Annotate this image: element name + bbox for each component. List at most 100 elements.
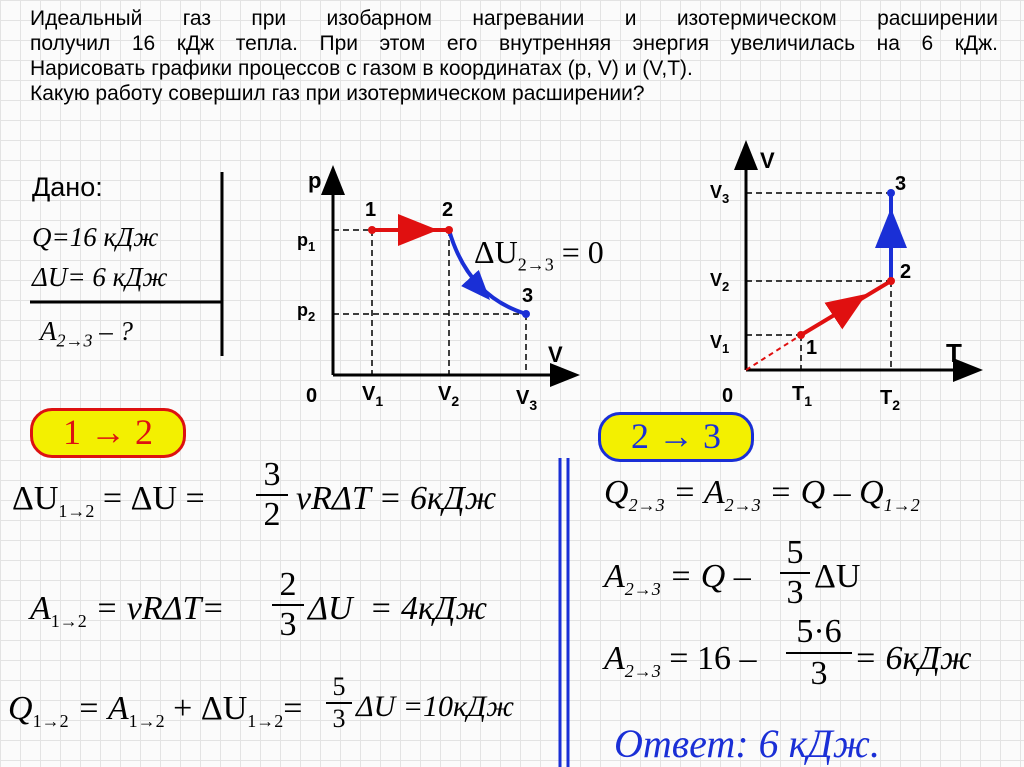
eq-a23v-rhs: = 6кДж: [854, 640, 972, 677]
eq-du12-lhs: ΔU: [12, 480, 59, 517]
pv-p1-label: p1: [297, 230, 315, 254]
pv-point-3-label: 3: [522, 285, 533, 307]
pv-v3-label: V3: [516, 387, 537, 413]
eq-du12: ΔU1→2 = ΔU =: [12, 480, 205, 522]
eq-a23-value: A2→3 = 16 –: [604, 640, 756, 682]
pv-v1-label: V1: [362, 383, 383, 409]
eq-a12-lhs: A: [30, 590, 51, 627]
eq-du12-sub: 1→2: [58, 500, 95, 521]
given-find: A2→3 – ?: [40, 316, 133, 351]
eq-a23-sub: 2→3: [624, 578, 661, 599]
eq-a23v-sub: 2→3: [624, 660, 661, 681]
step-23-badge: 2 → 3: [598, 412, 754, 462]
eq-q12-den: 3: [326, 702, 352, 734]
eq-a23-lhs: A: [604, 558, 625, 595]
du23-rhs: = 0: [553, 234, 604, 270]
eq-a12-mid: = νRΔT=: [86, 590, 225, 627]
eq-du12-mid: = ΔU =: [94, 480, 205, 517]
eq-a23v-fraction: 5·6 3: [786, 612, 852, 694]
eq-a23v-den: 3: [786, 652, 852, 694]
eq-a12-fraction: 2 3: [272, 566, 304, 644]
eq-q23-sub: 2→3: [628, 494, 665, 515]
vt-origin: 0: [722, 385, 733, 407]
vt-t1-label: T1: [792, 383, 812, 409]
eq-a23-den: 3: [780, 572, 810, 612]
vt-point-3: [887, 189, 895, 197]
vt-axes: [734, 140, 983, 382]
eq-q12: Q1→2 = A1→2 + ΔU1→2=: [8, 690, 302, 732]
pv-axis-p-label: p: [308, 168, 321, 193]
eq-q12-lhs: Q: [8, 690, 33, 727]
pv-guides: [333, 229, 527, 375]
eq-a23-fraction: 5 3: [780, 534, 810, 612]
eq-a12: A1→2 = νRΔT=: [30, 590, 224, 632]
eq-q23-a: = A: [664, 474, 725, 511]
vt-point-2-label: 2: [900, 261, 911, 283]
pv-origin: 0: [306, 385, 317, 407]
eq-q12-fraction: 5 3: [326, 672, 352, 734]
eq-q23-rhs: = Q – Q: [760, 474, 884, 511]
eq-du12-fraction: 3 2: [256, 456, 288, 534]
eq-a23-num: 5: [786, 534, 804, 571]
eq-du12-den: 2: [256, 494, 288, 534]
eq-a12-num: 2: [279, 566, 297, 603]
vt-extrapolation: [745, 334, 802, 371]
given-du: ΔU= 6 кДж: [32, 262, 168, 292]
pv-v2-label: V2: [438, 383, 459, 409]
eq-du12-num: 3: [263, 456, 281, 493]
vt-point-1: [797, 331, 805, 339]
pv-point-1-label: 1: [365, 199, 376, 221]
eq-a23: A2→3 = Q –: [604, 558, 751, 600]
eq-a23v-num: 5·6: [796, 613, 842, 650]
eq-a23v-lhs: A: [604, 640, 625, 677]
vt-t2-label: T2: [880, 387, 900, 413]
eq-du12-rhs: νRΔT = 6кДж: [296, 480, 497, 517]
eq-q12-sub: 1→2: [32, 710, 69, 731]
problem-line-3: Нарисовать графики процессов с газом в к…: [30, 57, 693, 80]
problem-statement: Идеальный газ при изобарном нагревании и…: [30, 6, 998, 106]
eq-q23-rhs-sub: 1→2: [883, 494, 920, 515]
given-find-sub: 2→3: [56, 330, 93, 351]
eq-a23-rhs: ΔU: [814, 558, 861, 595]
eq-q12-eq: =: [283, 690, 303, 727]
eq-q12-rhs: ΔU =10кДж: [356, 690, 515, 723]
problem-line-1: Идеальный газ при изобарном нагревании и…: [30, 7, 998, 30]
du23-lhs: ΔU: [474, 234, 518, 270]
eq-a12-rhs: ΔU = 4кДж: [308, 590, 488, 627]
eq-q12-du: + ΔU: [164, 690, 248, 727]
answer: Ответ: 6 кДж.: [614, 721, 880, 766]
du23-sub: 2→3: [517, 254, 554, 275]
eq-a23-mid: = Q –: [660, 558, 751, 595]
step-12-badge: 1 → 2: [30, 408, 186, 458]
eq-a23v-mid: = 16 –: [660, 640, 757, 677]
eq-q23-lhs: Q: [604, 474, 629, 511]
pv-point-2-label: 2: [442, 199, 453, 221]
vt-guides: [746, 192, 892, 370]
eq-q23: Q2→3 = A2→3 = Q – Q1→2: [604, 474, 920, 516]
problem-line-2: получил 16 кДж тепла. При этом его внутр…: [30, 32, 998, 55]
pv-isotherm-arrow: [461, 269, 491, 301]
pv-point-2: [445, 226, 453, 234]
given-find-symbol: A: [40, 316, 57, 346]
eq-q23-a-sub: 2→3: [724, 494, 761, 515]
vt-v1-label: V1: [710, 332, 729, 356]
du23-equation: ΔU2→3 = 0: [474, 234, 604, 275]
vt-point-2: [887, 277, 895, 285]
vt-axis-t-label: T: [946, 338, 962, 368]
pv-point-1: [368, 226, 376, 234]
vt-point-1-label: 1: [806, 337, 817, 359]
problem-line-4: Какую работу совершил газ при изотермиче…: [30, 82, 645, 105]
pv-point-3: [522, 310, 530, 318]
vt-v2-label: V2: [710, 270, 729, 294]
pv-p2-label: p2: [297, 300, 315, 324]
eq-q12-du-sub: 1→2: [247, 710, 284, 731]
eq-q12-a-sub: 1→2: [128, 710, 165, 731]
vt-point-3-label: 3: [895, 173, 906, 195]
given-title: Дано:: [32, 172, 103, 202]
eq-q12-num: 5: [332, 672, 346, 701]
vt-v3-label: V3: [710, 182, 729, 206]
given-find-question: – ?: [92, 316, 133, 346]
